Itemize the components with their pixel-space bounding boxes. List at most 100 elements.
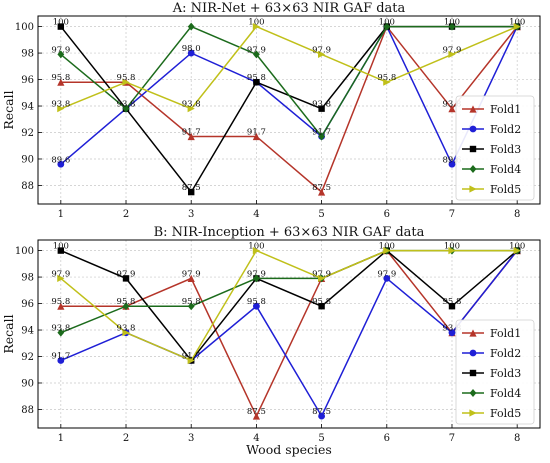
legend-label-fold5: Fold5 bbox=[490, 407, 521, 420]
data-point-fold3 bbox=[122, 275, 130, 282]
data-point-fold3 bbox=[318, 105, 325, 112]
legend-marker-fold4 bbox=[469, 165, 477, 173]
data-point-fold1 bbox=[187, 132, 195, 141]
data-label: 89.6 bbox=[51, 155, 70, 165]
data-label: 95.8 bbox=[51, 297, 70, 307]
y-tick-label: 96 bbox=[21, 75, 34, 86]
legend-marker-fold2 bbox=[469, 349, 477, 357]
data-label: 95.8 bbox=[182, 297, 201, 307]
chart-title: A: NIR-Net + 63×63 NIR GAF data bbox=[172, 1, 406, 16]
data-label: 100 bbox=[444, 242, 460, 252]
plot-frame bbox=[37, 15, 541, 205]
x-tick-label: 8 bbox=[514, 209, 520, 220]
y-tick-label: 96 bbox=[21, 299, 34, 310]
data-point-fold5 bbox=[122, 78, 130, 86]
data-point-fold2 bbox=[318, 412, 325, 420]
data-label: 93.8 bbox=[443, 324, 462, 334]
data-point-fold2 bbox=[448, 160, 456, 168]
plot-frame bbox=[37, 239, 541, 429]
y-tick-label: 94 bbox=[21, 326, 34, 337]
data-label: 97.9 bbox=[51, 269, 70, 279]
data-label: 98.0 bbox=[182, 44, 201, 54]
data-label: 95.8 bbox=[117, 73, 136, 83]
data-label: 100 bbox=[53, 18, 69, 28]
legend-label-fold3: Fold3 bbox=[490, 367, 521, 380]
data-label: 100 bbox=[248, 242, 264, 252]
data-point-fold5 bbox=[57, 274, 65, 282]
y-axis-label: Recall bbox=[1, 90, 16, 129]
x-tick-label: 6 bbox=[384, 209, 390, 220]
legend-label-fold1: Fold1 bbox=[490, 103, 521, 116]
data-label: 91.7 bbox=[51, 351, 70, 361]
data-point-fold5 bbox=[252, 246, 261, 255]
data-point-fold3 bbox=[448, 302, 456, 310]
y-tick-label: 98 bbox=[21, 49, 34, 60]
y-tick-label: 92 bbox=[21, 128, 34, 139]
legend-label-fold3: Fold3 bbox=[490, 143, 521, 156]
x-tick-label: 3 bbox=[188, 433, 194, 444]
data-label: 95.8 bbox=[247, 73, 266, 83]
data-point-fold5 bbox=[57, 105, 65, 113]
legend-label-fold4: Fold4 bbox=[490, 387, 521, 400]
series-line-fold1 bbox=[60, 249, 518, 418]
data-label: 95.8 bbox=[51, 73, 70, 83]
data-label: 100 bbox=[248, 18, 264, 28]
chart-title: B: NIR-Inception + 63×63 NIR GAF data bbox=[154, 225, 425, 240]
data-label: 87.5 bbox=[312, 407, 331, 417]
data-point-fold1 bbox=[252, 412, 261, 420]
legend-marker-fold1 bbox=[469, 329, 477, 337]
series-line-fold5 bbox=[60, 25, 518, 110]
data-point-fold5 bbox=[122, 329, 130, 337]
y-tick-label: 90 bbox=[21, 154, 34, 165]
data-point-fold5 bbox=[513, 246, 521, 255]
data-label: 95.8 bbox=[443, 297, 462, 307]
legend-label-fold2: Fold2 bbox=[490, 123, 521, 136]
legend-marker-fold1 bbox=[469, 105, 477, 113]
data-point-fold5 bbox=[513, 22, 521, 31]
x-axis-label: Wood species bbox=[246, 442, 332, 457]
data-label: 100 bbox=[509, 18, 525, 28]
legend-marker-fold2 bbox=[469, 125, 477, 133]
series-line-fold1 bbox=[60, 25, 518, 194]
data-point-fold3 bbox=[188, 188, 195, 196]
series-line-fold5 bbox=[60, 249, 518, 362]
data-label: 95.8 bbox=[247, 297, 266, 307]
legend-box bbox=[455, 319, 535, 425]
data-label: 93.8 bbox=[51, 100, 70, 110]
data-point-fold1 bbox=[57, 78, 65, 86]
chart-panel-a: A: NIR-Net + 63×63 NIR GAF data Recall 1 2 3… bbox=[1, 1, 541, 220]
y-tick-label: 88 bbox=[21, 405, 34, 416]
x-tick-label: 7 bbox=[449, 433, 455, 444]
data-point-fold1 bbox=[317, 188, 326, 196]
legend-marker-fold5 bbox=[469, 185, 477, 193]
legend-marker-fold3 bbox=[469, 145, 477, 153]
data-point-fold1 bbox=[448, 105, 456, 113]
x-tick-label: 2 bbox=[123, 209, 129, 220]
data-point-fold2 bbox=[253, 302, 260, 310]
x-tick-label: 3 bbox=[188, 209, 194, 220]
data-label: 93.8 bbox=[117, 100, 136, 110]
data-label: 97.9 bbox=[247, 45, 266, 55]
legend-label-fold1: Fold1 bbox=[490, 327, 521, 340]
data-point-fold4 bbox=[57, 50, 65, 59]
data-label: 91.7 bbox=[182, 127, 201, 137]
legend-label-fold4: Fold4 bbox=[490, 163, 521, 176]
y-tick-label: 88 bbox=[21, 181, 34, 192]
data-label: 95.8 bbox=[117, 297, 136, 307]
data-point-fold5 bbox=[383, 246, 391, 255]
data-point-fold3 bbox=[318, 302, 325, 310]
y-tick-label: 100 bbox=[15, 246, 34, 257]
series-line-fold3 bbox=[60, 249, 518, 362]
data-point-fold5 bbox=[187, 356, 195, 365]
legend-label-fold5: Fold5 bbox=[490, 183, 521, 196]
data-point-fold4 bbox=[187, 22, 195, 31]
x-tick-label: 1 bbox=[58, 209, 64, 220]
data-label: 91.7 bbox=[182, 351, 201, 361]
data-label: 97.9 bbox=[182, 269, 201, 279]
data-point-fold3 bbox=[253, 78, 260, 86]
data-label: 97.9 bbox=[443, 45, 462, 55]
data-label: 97.9 bbox=[117, 269, 136, 279]
y-tick-label: 100 bbox=[15, 22, 34, 33]
data-point-fold2 bbox=[57, 357, 65, 364]
